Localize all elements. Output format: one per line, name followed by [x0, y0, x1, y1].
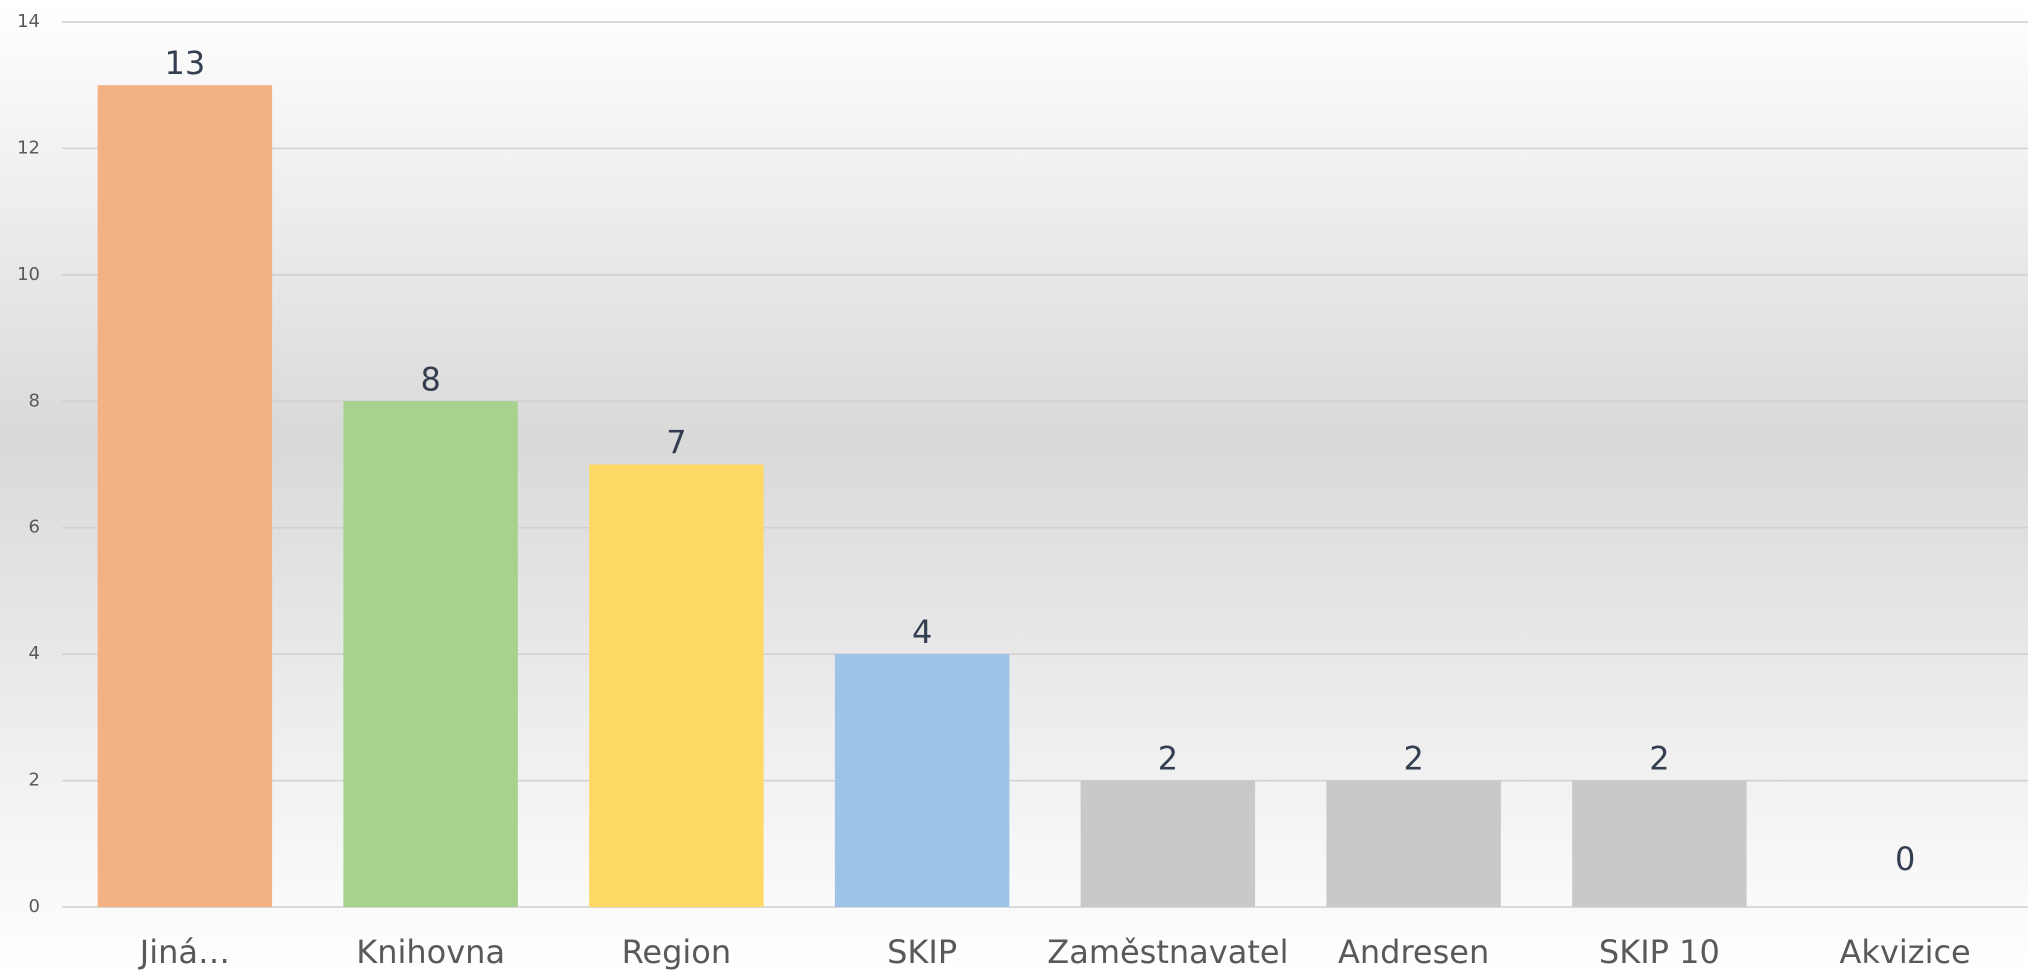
data-label: 2 — [1158, 740, 1178, 778]
y-tick-label: 6 — [29, 517, 40, 538]
x-tick-label: Andresen — [1338, 933, 1489, 971]
x-tick-label: Jiná… — [138, 933, 230, 971]
x-tick-label: Zaměstnavatel — [1047, 933, 1288, 971]
data-label: 4 — [912, 613, 932, 651]
bar — [1572, 780, 1747, 907]
y-tick-label: 12 — [17, 137, 40, 158]
x-tick-label: SKIP — [887, 933, 957, 971]
x-tick-label: Akvizice — [1840, 933, 1971, 971]
x-tick-label: Knihovna — [356, 933, 505, 971]
data-label: 13 — [165, 44, 206, 82]
bar — [1080, 780, 1256, 907]
y-tick-label: 10 — [17, 264, 40, 285]
data-label: 2 — [1403, 740, 1423, 778]
data-label: 2 — [1649, 740, 1669, 778]
data-label: 7 — [666, 424, 686, 462]
y-tick-label: 14 — [17, 11, 40, 32]
bar — [589, 464, 764, 907]
x-tick-label: Region — [622, 933, 732, 971]
data-label: 0 — [1895, 840, 1915, 878]
bar — [1326, 780, 1501, 907]
bar — [97, 85, 273, 907]
y-tick-label: 4 — [29, 643, 40, 664]
y-tick-label: 0 — [29, 896, 40, 917]
bar — [834, 654, 1010, 907]
y-tick-label: 8 — [29, 390, 40, 411]
data-label: 8 — [420, 360, 440, 398]
x-tick-label: SKIP 10 — [1599, 933, 1720, 971]
bar — [343, 401, 518, 907]
y-tick-label: 2 — [29, 770, 40, 791]
